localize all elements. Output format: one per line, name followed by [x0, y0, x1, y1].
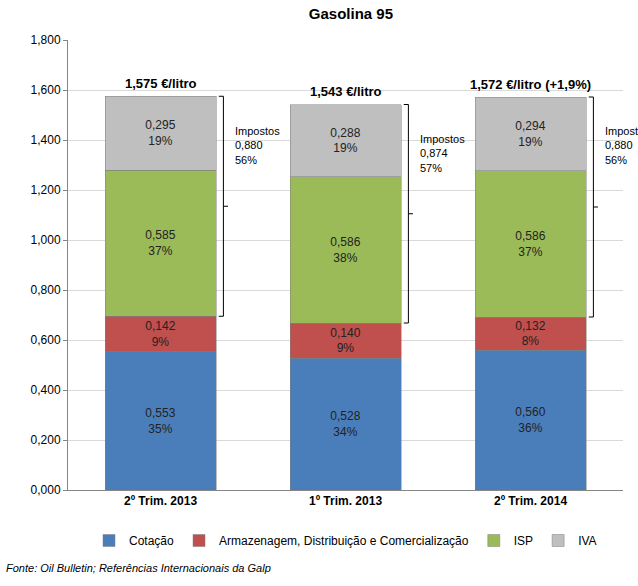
svg-text:1,543 €/litro: 1,543 €/litro: [310, 84, 382, 99]
svg-text:0,52834%: 0,52834%: [330, 409, 360, 439]
svg-text:1º Trim. 2013: 1º Trim. 2013: [309, 494, 382, 508]
svg-text:0,55335%: 0,55335%: [145, 406, 175, 436]
svg-text:1,200: 1,200: [31, 183, 61, 197]
svg-text:0,56036%: 0,56036%: [515, 405, 545, 435]
svg-text:Fonte: Oil Bulletin; Referênci: Fonte: Oil Bulletin; Referências Interna…: [6, 562, 271, 574]
svg-text:0,58637%: 0,58637%: [515, 229, 545, 259]
svg-text:0,28819%: 0,28819%: [330, 126, 360, 156]
svg-text:1,800: 1,800: [31, 33, 61, 47]
svg-text:0,58537%: 0,58537%: [145, 228, 175, 258]
svg-text:Impostos0,88056%: Impostos0,88056%: [605, 125, 638, 166]
svg-text:0,1429%: 0,1429%: [145, 319, 175, 349]
svg-text:1,600: 1,600: [31, 83, 61, 97]
svg-text:Impostos0,87457%: Impostos0,87457%: [420, 133, 465, 174]
svg-text:0,29419%: 0,29419%: [515, 119, 545, 149]
svg-text:2º Trim. 2014: 2º Trim. 2014: [494, 494, 567, 508]
svg-text:0,29519%: 0,29519%: [145, 118, 175, 148]
svg-text:Cotação: Cotação: [129, 534, 174, 548]
svg-text:ISP: ISP: [514, 534, 533, 548]
svg-text:0,1328%: 0,1328%: [515, 319, 545, 349]
svg-text:Armazenagem, Distribuição e Co: Armazenagem, Distribuição e Comercializa…: [219, 534, 469, 548]
svg-text:1,572 €/litro (+1,9%): 1,572 €/litro (+1,9%): [470, 77, 591, 92]
svg-text:Impostos0,88056%: Impostos0,88056%: [235, 125, 280, 166]
svg-text:1,000: 1,000: [31, 233, 61, 247]
svg-text:0,600: 0,600: [31, 333, 61, 347]
svg-text:1,575 €/litro: 1,575 €/litro: [125, 76, 197, 91]
svg-text:0,200: 0,200: [31, 433, 61, 447]
svg-text:1,400: 1,400: [31, 133, 61, 147]
svg-text:0,800: 0,800: [31, 283, 61, 297]
svg-text:0,1409%: 0,1409%: [330, 326, 360, 356]
svg-text:2º Trim. 2013: 2º Trim. 2013: [124, 494, 197, 508]
svg-text:0,400: 0,400: [31, 383, 61, 397]
svg-text:Gasolina 95: Gasolina 95: [309, 5, 393, 22]
svg-text:0,58638%: 0,58638%: [330, 235, 360, 265]
svg-text:0,000: 0,000: [31, 483, 61, 497]
svg-text:IVA: IVA: [578, 534, 596, 548]
